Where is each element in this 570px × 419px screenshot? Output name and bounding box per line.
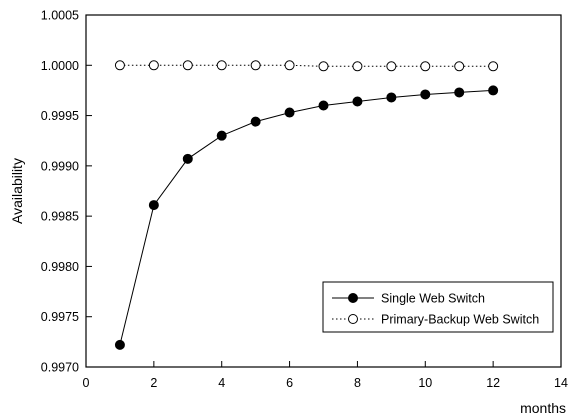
plot-frame [85, 14, 562, 368]
y-tick-label: 0.9985 [41, 210, 79, 224]
series-layer [114, 60, 499, 350]
series-2-point [386, 61, 397, 72]
series-2-point [454, 61, 465, 72]
series-line-2 [119, 64, 494, 67]
y-tick-label: 0.9975 [41, 310, 79, 324]
y-tick-label: 1.0005 [41, 9, 79, 23]
legend-marker-backup [348, 314, 358, 324]
x-tick-label: 4 [218, 376, 225, 390]
series-2-point [216, 60, 227, 71]
x-axis: 0 2 4 6 8 10 12 14 [83, 361, 568, 390]
y-tick-label: 1.0000 [41, 59, 79, 73]
series-2-point [318, 61, 329, 72]
series-1-point [284, 107, 295, 118]
series-2-point [182, 60, 193, 71]
series-2-point [352, 61, 363, 72]
series-1-point [182, 153, 193, 164]
series-1-point [318, 100, 329, 111]
series-1-point [386, 92, 397, 103]
y-tick-label: 0.9970 [41, 361, 79, 375]
series-2-point [284, 60, 295, 71]
series-2-point [148, 60, 159, 71]
y-axis: 0.9970 0.9975 0.9980 0.9985 0.9990 0.9995 1.00… [41, 9, 92, 375]
x-tick-label: 10 [418, 376, 432, 390]
x-tick-label: 12 [486, 376, 500, 390]
x-tick-label: 8 [354, 376, 361, 390]
series-2-point [488, 61, 499, 72]
series-1-point [250, 116, 261, 127]
x-tick-label: 2 [150, 376, 157, 390]
x-tick-label: 0 [83, 376, 90, 390]
series-1-point [488, 85, 499, 96]
y-axis-title: Availability [9, 158, 25, 224]
legend-marker-single [348, 293, 358, 303]
series-2-point [420, 61, 431, 72]
y-tick-label: 0.9990 [41, 159, 79, 173]
legend-label-single: Single Web Switch [381, 292, 485, 306]
legend: Single Web Switch Primary-Backup Web Swi… [322, 281, 554, 333]
series-1-point [148, 200, 159, 211]
series-2-point [114, 60, 125, 71]
series-line-1 [119, 89, 494, 346]
series-1-point [114, 339, 125, 350]
series-1-point [216, 130, 227, 141]
legend-label-backup: Primary-Backup Web Switch [381, 313, 539, 327]
legend-box [322, 281, 554, 333]
series-2-point [250, 60, 261, 71]
series-1-point [420, 89, 431, 100]
x-tick-label: 14 [554, 376, 568, 390]
x-tick-label: 6 [286, 376, 293, 390]
series-1-point [454, 87, 465, 98]
x-axis-title: months [520, 400, 566, 416]
y-tick-label: 0.9995 [41, 109, 79, 123]
series-1-point [352, 96, 363, 107]
y-tick-label: 0.9980 [41, 260, 79, 274]
